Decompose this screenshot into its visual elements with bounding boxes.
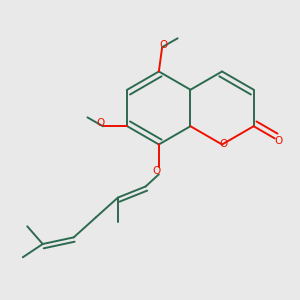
Text: O: O: [97, 118, 105, 128]
Text: O: O: [152, 166, 161, 176]
Text: O: O: [159, 40, 167, 50]
Text: O: O: [219, 140, 227, 149]
Text: O: O: [274, 136, 282, 146]
